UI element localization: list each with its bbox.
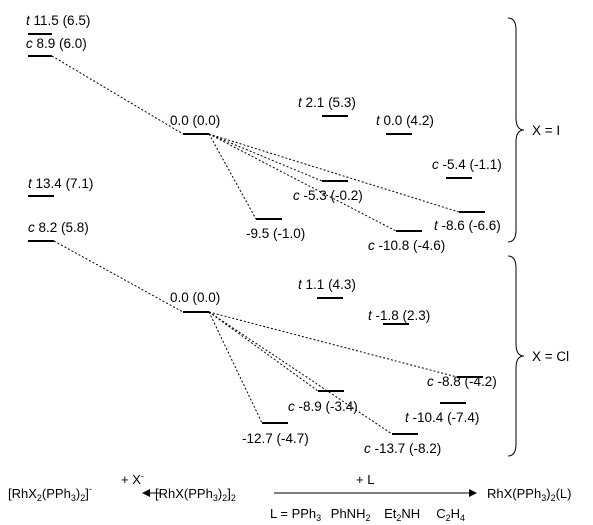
connector [208,311,319,392]
level-label: c -5.3 (-0.2) [293,188,363,203]
connector [208,311,393,435]
bracket [507,255,525,457]
level-label: c 8.9 (6.0) [26,36,87,51]
connector [208,133,323,182]
panel-iodide: t 11.5 (6.5) c 8.9 (6.0) 0.0 (0.0) t 2.1… [26,13,560,253]
level-label: 0.0 (0.0) [170,290,220,305]
level-label: c -13.7 (-8.2) [364,441,441,456]
connector [208,133,397,232]
level-label: t -10.4 (-7.4) [405,410,479,425]
level-label: t 0.0 (4.2) [376,113,434,128]
level-label: c -8.9 (-3.4) [288,399,358,414]
connector [51,55,184,135]
bracket [507,17,525,243]
level-label: -9.5 (-1.0) [246,226,305,241]
reaction-equation: [RhX2(PPh3)2]- + X- [RhX(PPh3)2]2 + L Rh… [8,471,571,523]
connector [208,311,458,378]
level-label: 0.0 (0.0) [170,113,220,128]
level-label: c -10.8 (-4.6) [368,238,445,253]
level-label: c -5.4 (-1.1) [432,157,502,172]
bracket-label: X = Cl [532,349,569,364]
connector [208,311,263,424]
level-label: t 13.4 (7.1) [28,176,93,191]
level-label: t 2.1 (5.3) [298,95,356,110]
reagent-halide: + X- [121,471,144,487]
level-label: t -1.8 (2.3) [368,308,430,323]
bracket-label: X = I [532,123,560,138]
level-label: -12.7 (-4.7) [242,431,309,446]
product-species: RhX(PPh3)2(L) [487,486,571,503]
connector [53,240,184,313]
panel-chloride: t 13.4 (7.1) c 8.2 (5.8) 0.0 (0.0) t 1.1… [28,176,569,457]
level-label: t 1.1 (4.3) [298,277,356,292]
level-label: t 11.5 (6.5) [26,13,90,28]
ligand-list: L = PPh3 PhNH2 Et2NH C2H4 [270,506,465,523]
level-label: t -8.6 (-6.6) [434,218,501,233]
level-label: c 8.2 (5.8) [28,220,89,235]
connector [208,133,257,220]
level-label: c -8.8 (-4.2) [427,374,497,389]
dimer-species: [RhX(PPh3)2]2 [155,486,236,503]
reagent-ligand: + L [356,472,374,487]
anionic-species: [RhX2(PPh3)2]- [8,484,92,503]
